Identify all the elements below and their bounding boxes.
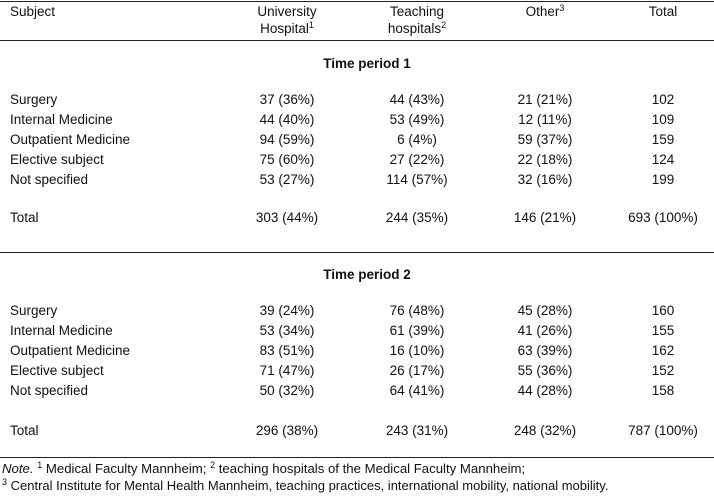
row-other: 32 (16%) — [517, 172, 573, 187]
row-other: 12 (11%) — [518, 112, 572, 127]
period1-title: Time period 1 — [323, 56, 411, 71]
row-university: 37 (36%) — [259, 92, 315, 107]
row-other: 21 (21%) — [517, 92, 573, 107]
row-subject: Elective subject — [10, 363, 104, 378]
header-university-line2: Hospital1 — [232, 20, 342, 37]
total-total: 787 (100%) — [628, 423, 698, 438]
row-other: 63 (39%) — [517, 343, 573, 358]
header-other-text: Other — [525, 4, 560, 19]
row-subject: Elective subject — [10, 152, 104, 167]
header-teaching-line2: hospitals2 — [362, 20, 472, 37]
row-total: 159 — [651, 132, 675, 147]
note-sup3: 3 — [2, 477, 8, 487]
note-prefix: Note. — [2, 461, 34, 476]
total-subject: Total — [10, 210, 39, 225]
row-teaching: 76 (48%) — [389, 303, 445, 318]
table-note-line1: Note. 1 Medical Faculty Mannheim; 2 teac… — [2, 460, 525, 477]
row-teaching: 6 (4%) — [397, 132, 437, 147]
mid-rule — [0, 252, 714, 253]
total-university: 296 (38%) — [255, 423, 319, 438]
row-total: 199 — [651, 172, 675, 187]
row-subject: Internal Medicine — [10, 323, 113, 338]
header-teaching-line1: Teaching — [389, 4, 445, 19]
row-total: 109 — [651, 112, 675, 127]
row-subject: Not specified — [10, 172, 89, 187]
row-total: 158 — [651, 383, 675, 398]
header-total: Total — [648, 4, 678, 19]
total-total: 693 (100%) — [628, 210, 698, 225]
row-other: 45 (28%) — [517, 303, 573, 318]
row-teaching: 53 (49%) — [389, 112, 445, 127]
row-teaching: 114 (57%) — [386, 172, 448, 187]
header-university-line1: University — [257, 4, 317, 19]
header-rule — [0, 40, 714, 41]
row-other: 55 (36%) — [517, 363, 573, 378]
note-text3: Central Institute for Mental Health Mann… — [7, 478, 609, 493]
total-other: 248 (32%) — [513, 423, 577, 438]
table-note-line2: 3 Central Institute for Mental Health Ma… — [2, 477, 608, 494]
row-total: 102 — [651, 92, 675, 107]
row-teaching: 16 (10%) — [389, 343, 445, 358]
header-university-hospital: University Hospital1 — [232, 3, 342, 37]
row-university: 71 (47%) — [259, 363, 315, 378]
row-university: 39 (24%) — [259, 303, 315, 318]
total-teaching: 244 (35%) — [385, 210, 449, 225]
row-total: 152 — [651, 363, 675, 378]
row-subject: Outpatient Medicine — [10, 132, 131, 147]
header-teaching-hospitals: Teaching hospitals2 — [362, 3, 472, 37]
row-other: 59 (37%) — [517, 132, 573, 147]
note-text1: Medical Faculty Mannheim; — [42, 461, 211, 476]
bottom-rule — [0, 457, 714, 458]
header-teaching-sup: 2 — [441, 20, 447, 30]
row-subject: Internal Medicine — [10, 112, 113, 127]
header-university-sup: 1 — [308, 20, 314, 30]
note-sup2: 2 — [210, 460, 216, 470]
row-teaching: 27 (22%) — [389, 152, 445, 167]
total-teaching: 243 (31%) — [385, 423, 449, 438]
note-sup1: 1 — [37, 460, 43, 470]
row-total: 162 — [651, 343, 675, 358]
row-total: 124 — [651, 152, 675, 167]
row-teaching: 44 (43%) — [389, 92, 445, 107]
row-other: 41 (26%) — [517, 323, 573, 338]
row-teaching: 26 (17%) — [389, 363, 445, 378]
total-subject: Total — [10, 423, 39, 438]
row-subject: Not specified — [10, 383, 89, 398]
row-university: 53 (27%) — [259, 172, 315, 187]
header-teaching-text: hospitals — [387, 21, 442, 36]
row-teaching: 61 (39%) — [389, 323, 445, 338]
period2-title: Time period 2 — [323, 267, 411, 282]
row-university: 50 (32%) — [259, 383, 315, 398]
row-teaching: 64 (41%) — [389, 383, 445, 398]
row-total: 155 — [651, 323, 675, 338]
header-subject: Subject — [10, 4, 56, 19]
row-total: 160 — [651, 303, 675, 318]
row-university: 75 (60%) — [259, 152, 315, 167]
row-university: 44 (40%) — [259, 112, 315, 127]
header-other-sup: 3 — [559, 3, 565, 13]
row-university: 53 (34%) — [259, 323, 315, 338]
row-subject: Outpatient Medicine — [10, 343, 131, 358]
header-university-text: Hospital — [260, 21, 309, 36]
row-university: 94 (59%) — [259, 132, 315, 147]
row-subject: Surgery — [10, 92, 58, 107]
total-university: 303 (44%) — [255, 210, 319, 225]
top-rule — [0, 1, 714, 2]
row-other: 44 (28%) — [517, 383, 573, 398]
header-other: Other3 — [490, 3, 600, 20]
row-subject: Surgery — [10, 303, 58, 318]
row-university: 83 (51%) — [259, 343, 315, 358]
row-other: 22 (18%) — [517, 152, 573, 167]
total-other: 146 (21%) — [513, 210, 577, 225]
note-text2: teaching hospitals of the Medical Facult… — [215, 461, 526, 476]
